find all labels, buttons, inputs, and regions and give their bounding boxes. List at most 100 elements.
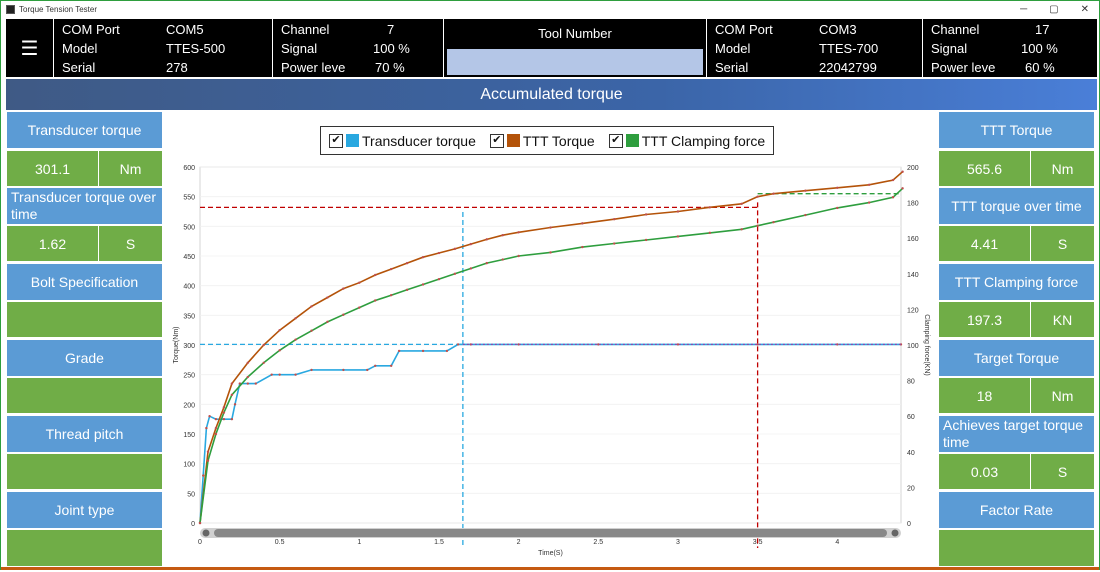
signal-value: 100 % bbox=[373, 41, 410, 56]
data-point bbox=[549, 226, 552, 229]
data-point bbox=[294, 338, 297, 341]
data-point bbox=[230, 417, 234, 421]
bolt-spec-value[interactable] bbox=[7, 302, 162, 337]
y-left-tick-label: 350 bbox=[183, 313, 195, 320]
y-right-tick-label: 0 bbox=[907, 521, 911, 528]
data-point bbox=[389, 293, 393, 297]
data-point bbox=[342, 313, 345, 316]
data-point bbox=[644, 238, 648, 242]
y-right-tick-label: 200 bbox=[907, 165, 919, 172]
data-point bbox=[205, 426, 208, 430]
data-point bbox=[214, 426, 218, 430]
grade-value[interactable] bbox=[7, 378, 162, 413]
data-point bbox=[246, 361, 249, 364]
data-point bbox=[581, 245, 584, 249]
serial-value: 22042799 bbox=[819, 60, 877, 75]
data-point bbox=[246, 375, 249, 379]
data-point bbox=[278, 349, 281, 352]
data-point bbox=[206, 450, 210, 453]
tool-number-block: Tool Number bbox=[444, 19, 706, 77]
data-point bbox=[374, 364, 377, 367]
power-value: 70 % bbox=[375, 60, 405, 75]
achieve-time-row: 0.03 S bbox=[939, 454, 1094, 489]
data-point bbox=[222, 406, 226, 409]
legend-swatch bbox=[506, 134, 520, 147]
legend-clamping-force[interactable]: ✔ TTT Clamping force bbox=[608, 133, 765, 149]
y-left-tick-label: 100 bbox=[183, 462, 195, 469]
y-right-tick-label: 140 bbox=[907, 272, 919, 279]
joint-type-value[interactable] bbox=[7, 530, 162, 566]
serial-value: 278 bbox=[166, 60, 188, 75]
x-tick-label: 4 bbox=[835, 539, 839, 546]
legend-transducer[interactable]: ✔ Transducer torque bbox=[329, 133, 476, 149]
data-point bbox=[867, 183, 871, 186]
data-point bbox=[517, 254, 520, 258]
y-right-tick-label: 100 bbox=[907, 343, 919, 350]
maximize-button[interactable]: ▢ bbox=[1049, 4, 1059, 15]
thread-pitch-value[interactable] bbox=[7, 454, 162, 489]
data-point bbox=[262, 361, 265, 364]
minimize-button[interactable]: ─ bbox=[1020, 4, 1028, 15]
data-point bbox=[310, 329, 313, 332]
data-point bbox=[397, 349, 401, 353]
checkbox-icon[interactable]: ✔ bbox=[329, 133, 343, 148]
data-point bbox=[469, 267, 473, 270]
data-point bbox=[214, 417, 218, 421]
data-point bbox=[613, 218, 616, 221]
window-title: Torque Tension Tester bbox=[19, 5, 97, 14]
thread-pitch-button[interactable]: Thread pitch bbox=[7, 416, 162, 452]
data-point bbox=[262, 343, 265, 347]
tool-number-input[interactable] bbox=[447, 49, 703, 75]
clamping-force-label: TTT Clamping force bbox=[939, 264, 1094, 300]
data-point bbox=[358, 306, 361, 309]
joint-type-button[interactable]: Joint type bbox=[7, 492, 162, 528]
data-point bbox=[772, 192, 775, 195]
checkbox-icon[interactable]: ✔ bbox=[608, 133, 623, 148]
transducer-torque-value: 301.1 bbox=[7, 151, 99, 186]
data-point bbox=[676, 235, 680, 238]
data-point bbox=[222, 411, 226, 414]
data-point bbox=[901, 187, 904, 190]
channel-label: Channel bbox=[281, 22, 330, 37]
target-torque-row: 18 Nm bbox=[939, 378, 1094, 413]
data-point bbox=[485, 238, 488, 241]
tool-number-label: Tool Number bbox=[538, 26, 612, 41]
data-point bbox=[772, 220, 775, 224]
data-point bbox=[389, 267, 393, 271]
y-right-tick-label: 20 bbox=[907, 485, 915, 492]
x-tick-label: 1.5 bbox=[434, 539, 444, 546]
torque-chart-svg: 0501001502002503003504004505005506000204… bbox=[173, 165, 930, 557]
data-point bbox=[405, 261, 409, 265]
checkbox-icon[interactable]: ✔ bbox=[489, 133, 504, 148]
y-left-tick-label: 500 bbox=[183, 224, 195, 231]
bolt-spec-button[interactable]: Bolt Specification bbox=[7, 264, 162, 300]
achieve-time-unit: S bbox=[1031, 454, 1094, 489]
target-torque-value[interactable]: 18 bbox=[939, 378, 1031, 413]
power-value: 60 % bbox=[1025, 60, 1055, 75]
legend-ttt-torque[interactable]: ✔ TTT Torque bbox=[489, 133, 595, 149]
y-left-tick-label: 300 bbox=[183, 343, 195, 350]
data-point bbox=[676, 210, 680, 213]
ttt-torque-value: 565.6 bbox=[939, 151, 1031, 186]
data-point bbox=[254, 382, 257, 385]
target-torque-label: Target Torque bbox=[939, 340, 1094, 376]
data-point bbox=[326, 296, 329, 299]
y-left-tick-label: 450 bbox=[183, 254, 195, 261]
close-button[interactable]: ✕ bbox=[1080, 4, 1089, 15]
data-point bbox=[201, 474, 205, 477]
data-point bbox=[270, 373, 273, 376]
data-point bbox=[549, 251, 552, 254]
data-point bbox=[456, 343, 460, 346]
transducer-time-row: 1.62 S bbox=[7, 226, 162, 261]
power-label: Power leve bbox=[281, 60, 346, 75]
data-point bbox=[326, 320, 329, 324]
grade-button[interactable]: Grade bbox=[7, 340, 162, 376]
data-point bbox=[867, 201, 871, 204]
data-point bbox=[836, 186, 839, 189]
data-point bbox=[756, 224, 759, 227]
legend-swatch bbox=[346, 134, 359, 147]
y-left-axis-label: Torque(Nm) bbox=[173, 327, 180, 364]
data-point bbox=[517, 231, 520, 234]
x-tick-label: 3 bbox=[676, 539, 680, 546]
hamburger-menu-icon[interactable]: ☰ bbox=[6, 19, 53, 77]
